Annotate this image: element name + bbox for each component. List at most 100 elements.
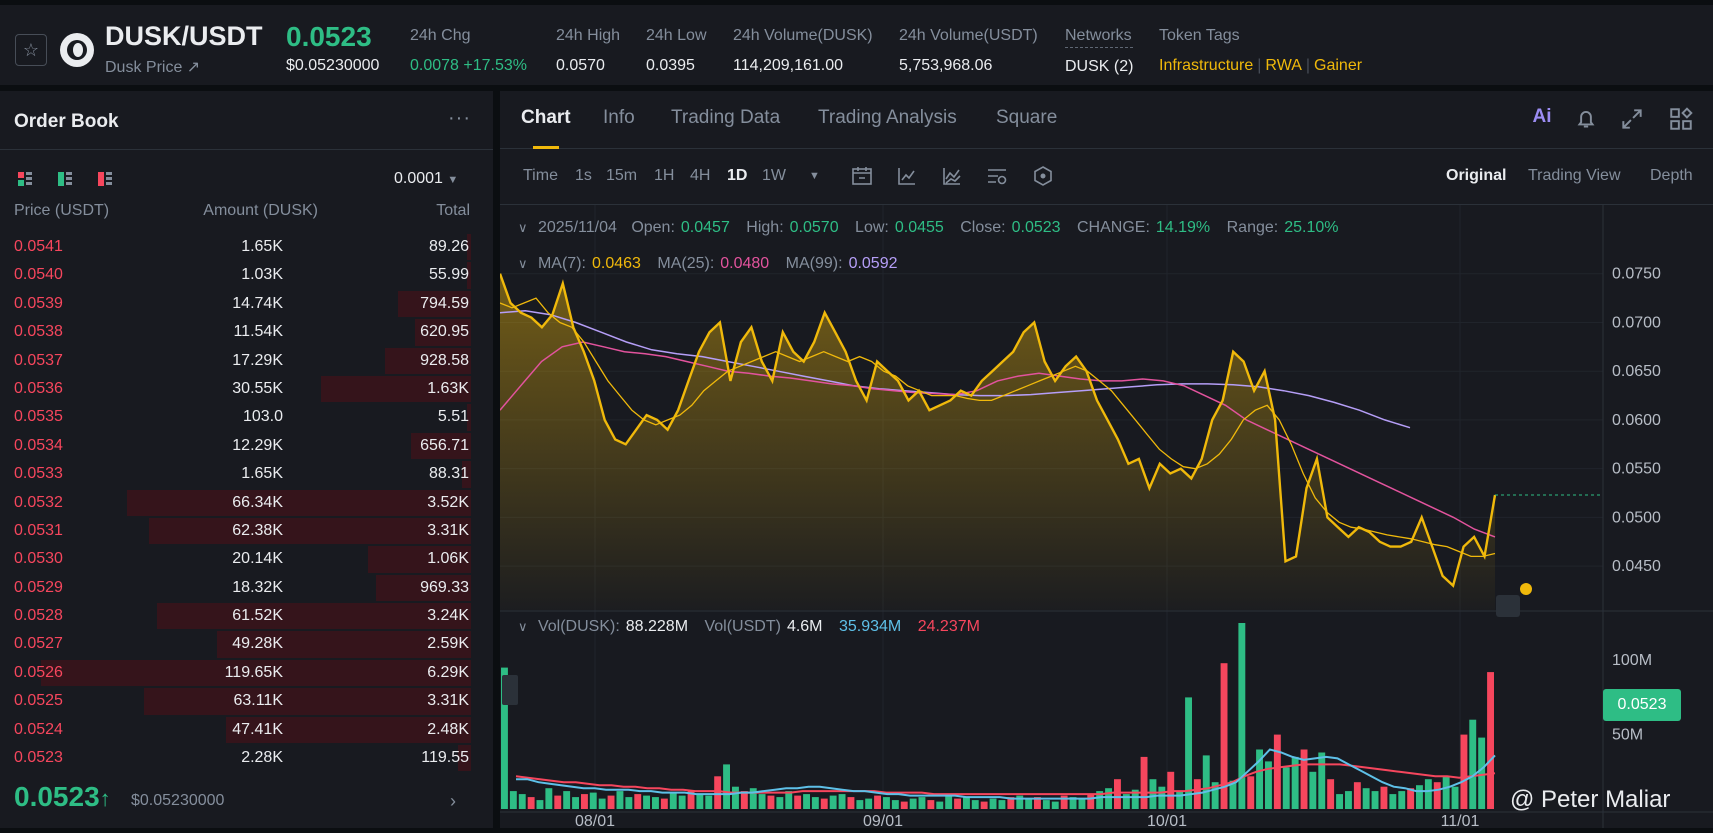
interval-1d[interactable]: 1D xyxy=(727,167,748,184)
depth-bar xyxy=(144,688,471,715)
ask-row[interactable]: 0.0537 17.29K 928.58 xyxy=(0,347,493,375)
ask-row[interactable]: 0.0535 103.0 5.51 xyxy=(0,403,493,431)
volume-bar xyxy=(829,795,837,809)
volume-bar xyxy=(1273,734,1281,809)
view-original[interactable]: Original xyxy=(1446,167,1507,184)
ask-row[interactable]: 0.0527 49.28K 2.59K xyxy=(0,630,493,658)
volume-bar xyxy=(1087,794,1095,809)
ask-row[interactable]: 0.0528 61.52K 3.24K xyxy=(0,602,493,630)
volume-bar xyxy=(1487,672,1494,809)
volume-bar xyxy=(1229,780,1237,809)
ask-row[interactable]: 0.0541 1.65K 89.26 xyxy=(0,233,493,261)
ask-row[interactable]: 0.0531 62.38K 3.31K xyxy=(0,517,493,545)
ask-row[interactable]: 0.0529 18.32K 969.33 xyxy=(0,574,493,602)
volume-bar xyxy=(865,798,873,809)
tab-info[interactable]: Info xyxy=(603,107,635,128)
calendar-icon[interactable] xyxy=(851,165,873,187)
ask-amount: 30.55K xyxy=(232,379,283,397)
volume-bar xyxy=(856,800,864,809)
ask-row[interactable]: 0.0538 11.54K 620.95 xyxy=(0,318,493,346)
tick-size-select[interactable]: 0.0001 ▼ xyxy=(394,170,459,187)
ask-row[interactable]: 0.0533 1.65K 88.31 xyxy=(0,460,493,488)
collapse-chevron-icon[interactable]: ∨ xyxy=(518,256,528,271)
ask-row[interactable]: 0.0525 63.11K 3.31K xyxy=(0,687,493,715)
tab-trading-analysis[interactable]: Trading Analysis xyxy=(818,107,957,128)
tab-trading-data[interactable]: Trading Data xyxy=(671,107,781,128)
token-tags: Token Tags Infrastructure | RWA | Gainer xyxy=(1159,27,1363,74)
more-options-icon[interactable]: ··· xyxy=(448,107,471,129)
tag-infrastructure[interactable]: Infrastructure xyxy=(1159,57,1254,74)
interval-1s[interactable]: 1s xyxy=(575,167,592,184)
view-depth[interactable]: Depth xyxy=(1650,167,1693,184)
volume-bar xyxy=(1380,786,1388,809)
ask-row[interactable]: 0.0524 47.41K 2.48K xyxy=(0,716,493,744)
depth-bar xyxy=(127,489,471,516)
favorite-star-icon[interactable]: ☆ xyxy=(15,34,47,66)
ask-amount: 47.41K xyxy=(232,720,283,738)
volume-bar xyxy=(705,795,713,809)
ask-row[interactable]: 0.0539 14.74K 794.59 xyxy=(0,290,493,318)
asks-only-view-icon[interactable] xyxy=(97,171,113,187)
volume-bar xyxy=(634,794,642,809)
ask-row[interactable]: 0.0526 119.65K 6.29K xyxy=(0,659,493,687)
settings-icon[interactable] xyxy=(986,165,1008,187)
ask-row[interactable]: 0.0523 2.28K 119.55 xyxy=(0,744,493,772)
orderbook-last-price[interactable]: 0.0523↑ xyxy=(14,781,111,812)
ask-total: 89.26 xyxy=(428,238,469,255)
coin-price-link[interactable]: Dusk Price ↗ xyxy=(105,59,201,76)
volume-bar xyxy=(723,764,730,809)
chevron-right-icon[interactable]: › xyxy=(450,791,456,811)
ask-row[interactable]: 0.0536 30.55K 1.63K xyxy=(0,375,493,403)
divider xyxy=(0,149,493,150)
chart-canvas[interactable]: 0.0750 0.0700 0.0650 0.0600 0.0550 0.0500 0.04… xyxy=(498,205,1713,830)
stat-networks[interactable]: Networks DUSK (2) xyxy=(1065,27,1134,75)
collapse-chevron-icon[interactable]: ∨ xyxy=(518,220,528,235)
volume-bar xyxy=(589,792,597,809)
volume-bar xyxy=(1034,797,1041,809)
ask-row[interactable]: 0.0534 12.29K 656.71 xyxy=(0,432,493,460)
bell-icon[interactable] xyxy=(1573,106,1599,132)
ai-icon[interactable]: Ai xyxy=(1532,106,1552,127)
view-trading-view[interactable]: Trading View xyxy=(1528,167,1621,184)
hexagon-icon[interactable] xyxy=(1032,165,1054,187)
both-sides-view-icon[interactable] xyxy=(17,171,33,187)
ask-price: 0.0537 xyxy=(14,351,63,369)
pair-name[interactable]: DUSK/USDT xyxy=(105,21,263,51)
ask-row[interactable]: 0.0532 66.34K 3.52K xyxy=(0,489,493,517)
ask-row[interactable]: 0.0530 20.14K 1.06K xyxy=(0,545,493,573)
volume-handle[interactable] xyxy=(502,675,518,705)
volume-bar xyxy=(581,794,588,809)
bids-only-view-icon[interactable] xyxy=(57,171,73,187)
kline-chart[interactable]: 0.0750 0.0700 0.0650 0.0600 0.0550 0.0500 0.04… xyxy=(498,205,1713,830)
ask-price: 0.0540 xyxy=(14,266,63,284)
layout-icon[interactable] xyxy=(1668,106,1694,132)
tag-rwa[interactable]: RWA xyxy=(1265,57,1302,74)
volume-bar xyxy=(1122,794,1130,809)
interval-15m[interactable]: 15m xyxy=(606,167,638,184)
chart-toolbar: Time 1s 15m 1H 4H 1D 1W ▼ Original Tradi… xyxy=(500,149,1713,205)
notification-dot xyxy=(1520,583,1532,595)
volume-bar xyxy=(501,667,508,809)
volume-bar xyxy=(945,795,953,809)
interval-1h[interactable]: 1H xyxy=(654,167,675,184)
indicator-icon[interactable] xyxy=(896,165,918,187)
volume-bar xyxy=(1158,786,1166,809)
expand-icon[interactable] xyxy=(1619,106,1645,132)
ticker-header: ☆ DUSK/USDT Dusk Price ↗ 0.0523 $0.05230… xyxy=(0,5,1713,85)
chart-type-icon[interactable] xyxy=(941,165,963,187)
interval-4h[interactable]: 4H xyxy=(690,167,711,184)
volume-bar xyxy=(883,797,890,809)
ask-amount: 119.65K xyxy=(224,663,283,681)
tab-chart[interactable]: Chart xyxy=(521,107,571,149)
volume-bar xyxy=(1398,791,1406,809)
interval-time[interactable]: Time xyxy=(523,167,558,184)
interval-more-chevron-icon[interactable]: ▼ xyxy=(809,170,820,182)
tab-square[interactable]: Square xyxy=(996,107,1058,128)
order-book-panel: Order Book ··· 0.0001 ▼ Price (USDT) Amo… xyxy=(0,91,493,828)
collapse-chevron-icon[interactable]: ∨ xyxy=(518,619,528,634)
order-list-icon[interactable] xyxy=(1496,595,1520,617)
ask-row[interactable]: 0.0540 1.03K 55.99 xyxy=(0,261,493,289)
interval-1w[interactable]: 1W xyxy=(762,167,786,184)
volume-bar xyxy=(998,800,1006,809)
tag-gainer[interactable]: Gainer xyxy=(1314,57,1363,74)
